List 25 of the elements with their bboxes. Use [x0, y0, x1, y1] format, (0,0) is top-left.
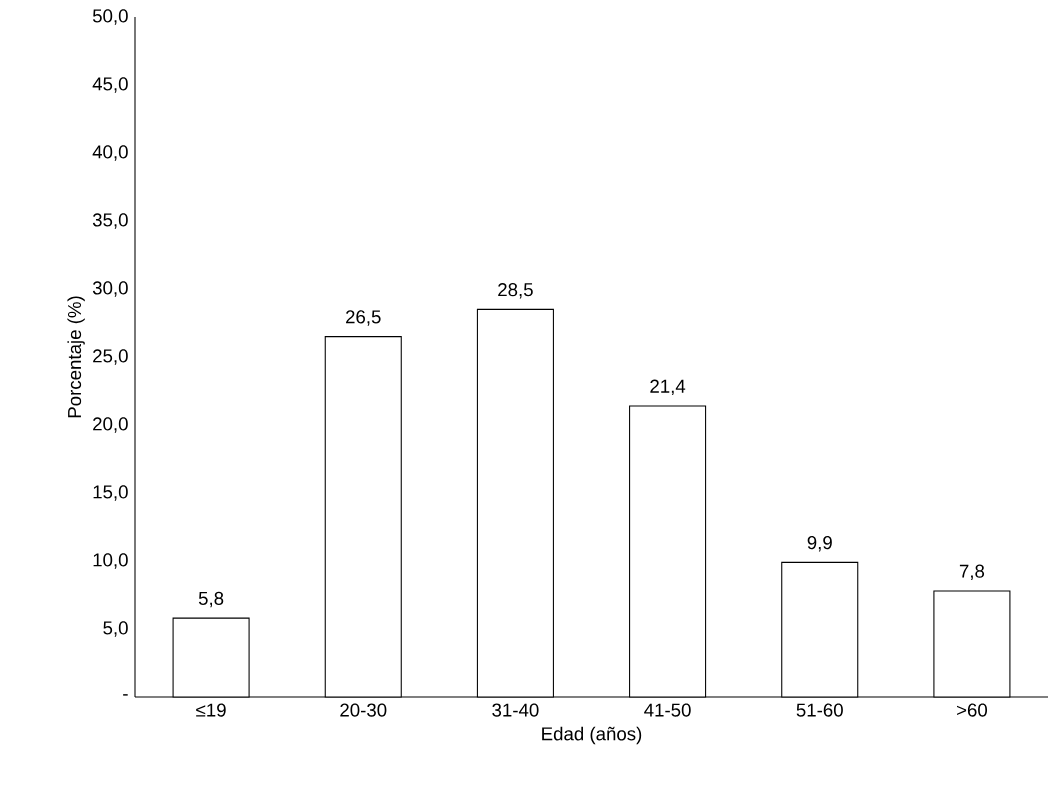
y-tick-label: 30,0	[92, 281, 128, 297]
y-tick-label: 20,0	[93, 417, 128, 433]
x-tick-label: 31-40	[492, 703, 539, 717]
x-tick-label: >60	[957, 703, 988, 717]
x-tick-label: 41-50	[644, 703, 691, 717]
data-label: 26,5	[346, 310, 381, 326]
data-label: 21,4	[650, 379, 686, 396]
y-tick-label: 5,0	[103, 621, 128, 637]
x-tick-label: ≤19	[196, 703, 226, 717]
x-tick-label: 51-60	[796, 703, 843, 717]
y-tick-label: 35,0	[92, 213, 128, 229]
y-tick-label: 10,0	[93, 553, 128, 569]
data-label: 9,9	[807, 535, 832, 552]
data-label: 7,8	[959, 564, 985, 580]
data-label: 28,5	[498, 283, 533, 299]
x-tick-label: 20-30	[340, 703, 387, 717]
y-axis-title: Porcentaje (%)	[67, 296, 85, 418]
y-tick-label: 45,0	[92, 77, 128, 93]
x-axis-title: Edad (años)	[542, 726, 642, 745]
y-tick-label: 15,0	[93, 485, 128, 501]
y-tick-label: 25,0	[93, 349, 128, 365]
y-tick-label: -	[123, 694, 128, 696]
data-label: 5,8	[198, 591, 224, 608]
y-tick-label: 50,0	[92, 9, 128, 25]
y-tick-label: 40,0	[92, 145, 128, 161]
